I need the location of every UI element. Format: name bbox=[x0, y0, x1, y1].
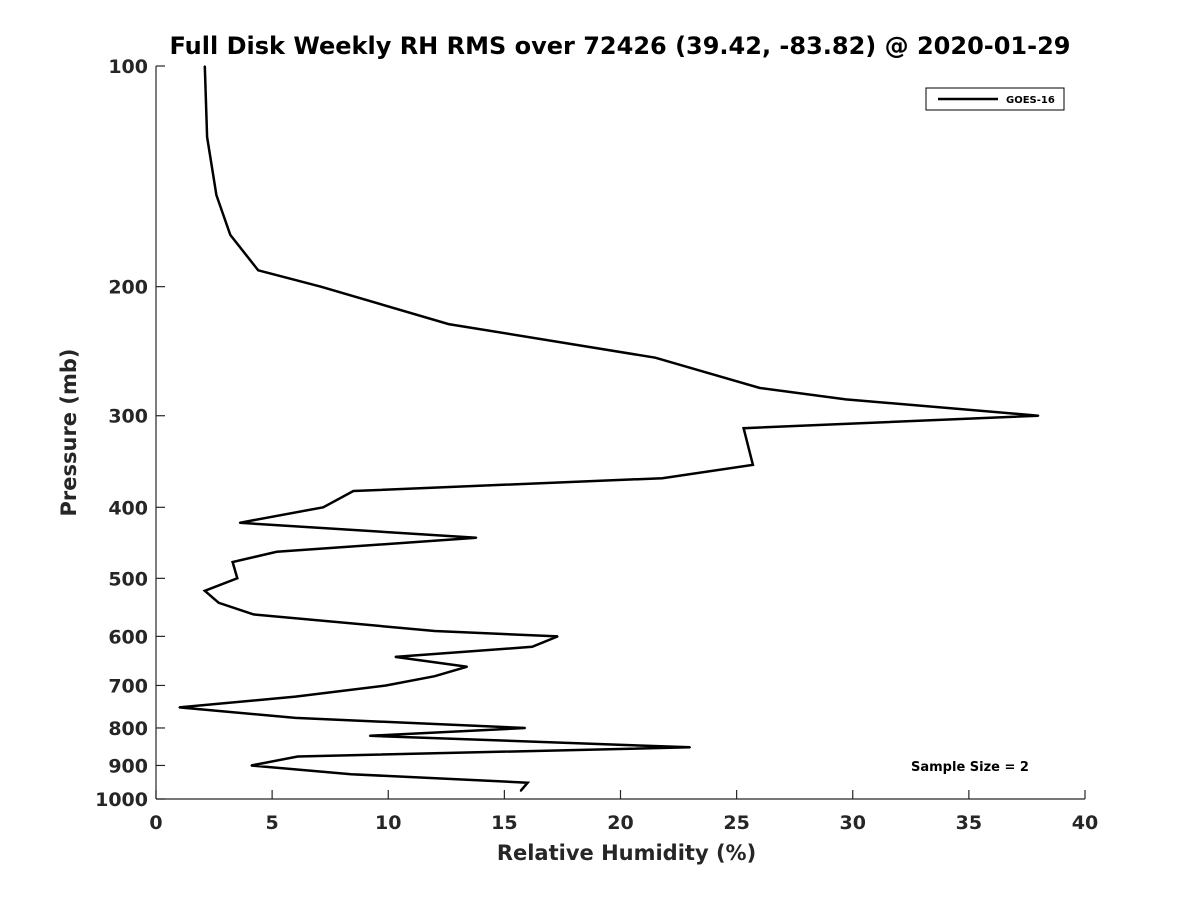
data-point bbox=[215, 194, 218, 196]
data-point bbox=[759, 387, 761, 389]
x-tick-label: 35 bbox=[956, 812, 982, 834]
data-point bbox=[1037, 414, 1040, 417]
data-point bbox=[322, 506, 325, 509]
x-tick-label: 5 bbox=[266, 812, 279, 834]
data-point bbox=[526, 781, 529, 784]
data-point bbox=[217, 602, 220, 604]
data-point bbox=[661, 477, 664, 479]
plot-area bbox=[156, 66, 1085, 799]
data-point bbox=[447, 323, 450, 325]
data-point bbox=[394, 656, 397, 658]
data-point bbox=[203, 590, 206, 592]
x-axis-label: Relative Humidity (%) bbox=[497, 841, 756, 865]
x-axis: 0 5 10 15 20 25 30 35 40 bbox=[149, 790, 1098, 834]
data-point bbox=[531, 646, 534, 648]
legend-label-goes16: GOES-16 bbox=[1006, 95, 1055, 106]
y-tick-label: 500 bbox=[108, 568, 148, 590]
sample-size-annotation: Sample Size = 2 bbox=[911, 760, 1029, 775]
data-point bbox=[203, 65, 206, 67]
data-point bbox=[206, 136, 208, 138]
y-tick-label: 100 bbox=[108, 56, 148, 78]
chart-title: Full Disk Weekly RH RMS over 72426 (39.4… bbox=[169, 32, 1070, 60]
x-tick-label: 30 bbox=[840, 812, 866, 834]
data-point bbox=[250, 764, 253, 767]
y-tick-label: 1000 bbox=[95, 789, 148, 811]
data-point bbox=[654, 356, 657, 359]
data-point bbox=[231, 561, 234, 563]
data-point bbox=[466, 665, 469, 668]
data-point bbox=[844, 398, 847, 401]
data-point bbox=[294, 695, 297, 698]
y-tick-label: 800 bbox=[108, 718, 148, 740]
data-point bbox=[350, 773, 352, 775]
y-axis: 100 200 300 400 500 600 700 800 900 1000 bbox=[95, 56, 165, 811]
data-point bbox=[433, 630, 436, 632]
data-point bbox=[742, 427, 745, 430]
data-point bbox=[252, 613, 255, 616]
data-point bbox=[320, 285, 322, 288]
y-tick-label: 400 bbox=[108, 497, 148, 519]
y-axis-label: Pressure (mb) bbox=[57, 349, 81, 517]
data-point bbox=[385, 684, 387, 687]
y-tick-label: 300 bbox=[108, 406, 148, 428]
data-point bbox=[257, 269, 259, 272]
data-point bbox=[689, 746, 691, 749]
x-tick-label: 15 bbox=[491, 812, 517, 834]
data-point bbox=[556, 635, 559, 638]
x-tick-label: 0 bbox=[149, 812, 162, 834]
x-tick-label: 20 bbox=[607, 812, 633, 834]
data-point bbox=[294, 717, 297, 719]
x-tick-label: 10 bbox=[375, 812, 401, 834]
data-point bbox=[238, 522, 241, 524]
data-point bbox=[524, 727, 527, 729]
data-point bbox=[368, 735, 371, 737]
data-point bbox=[519, 790, 522, 792]
data-point bbox=[296, 755, 299, 758]
legend: GOES-16 bbox=[925, 87, 1065, 111]
data-point bbox=[475, 536, 478, 539]
series-line-goes16 bbox=[179, 65, 1039, 792]
data-point bbox=[275, 551, 278, 553]
y-tick-label: 900 bbox=[108, 755, 148, 777]
data-point bbox=[433, 675, 436, 678]
x-tick-label: 25 bbox=[723, 812, 749, 834]
data-point bbox=[236, 577, 239, 580]
y-tick-label: 600 bbox=[108, 626, 148, 648]
y-tick-label: 200 bbox=[108, 277, 148, 299]
x-tick-label: 40 bbox=[1072, 812, 1098, 834]
data-point bbox=[352, 490, 355, 492]
y-tick-label: 700 bbox=[108, 675, 148, 697]
data-point bbox=[229, 234, 232, 236]
data-point bbox=[178, 706, 181, 709]
data-point bbox=[752, 464, 754, 466]
series-points bbox=[178, 65, 1040, 792]
